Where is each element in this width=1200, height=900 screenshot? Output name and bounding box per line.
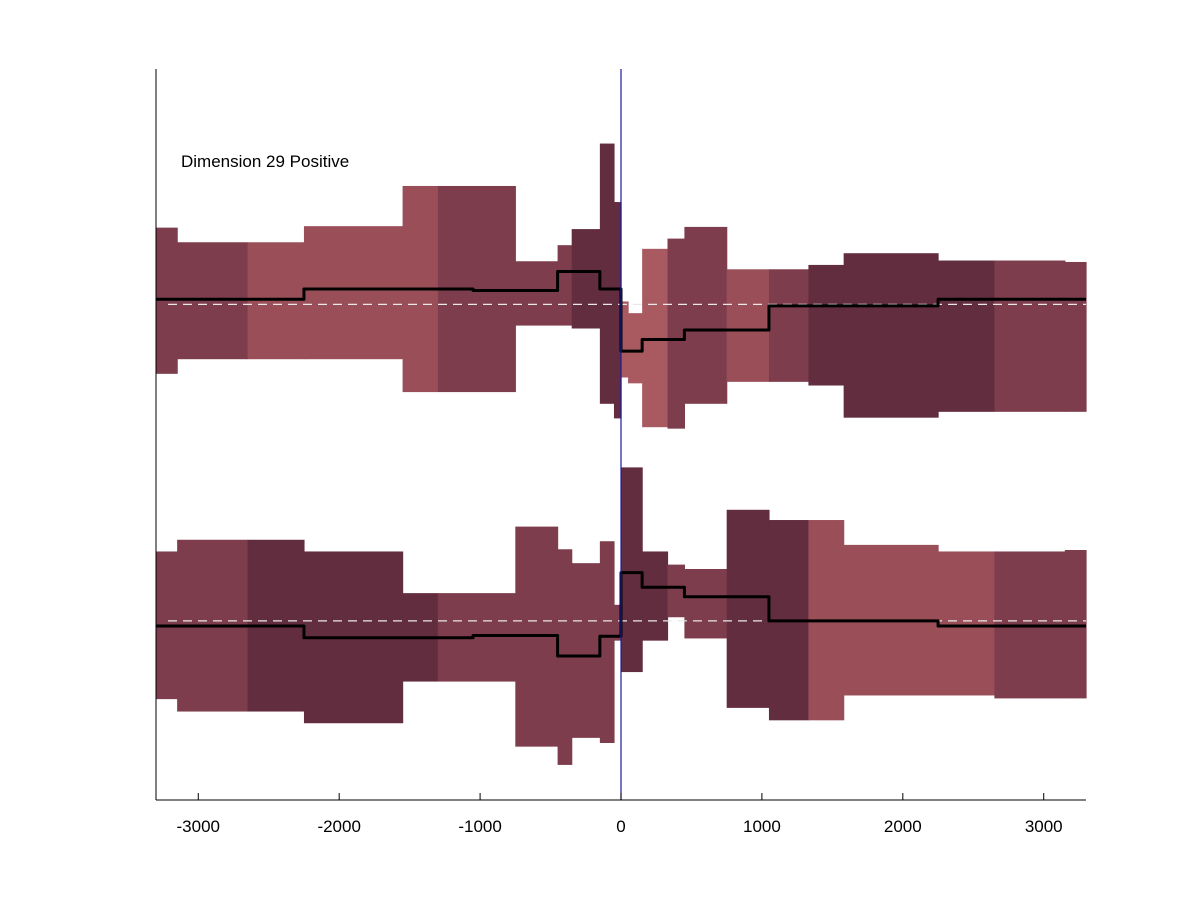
- lower-band-12: [642, 551, 669, 641]
- x-tick-label: -1000: [458, 817, 501, 836]
- x-tick-label: 0: [616, 817, 625, 836]
- upper-band-8: [571, 229, 601, 329]
- x-tick-label: 2000: [884, 817, 922, 836]
- upper-band-17: [768, 269, 809, 382]
- upper-band-15: [684, 226, 728, 404]
- chart-annotation: Dimension 29 Positive: [181, 152, 349, 171]
- lower-band-11: [621, 467, 643, 673]
- upper-band-9: [599, 143, 615, 404]
- x-tick-label: 3000: [1025, 817, 1063, 836]
- x-tick-label: -2000: [317, 817, 360, 836]
- upper-band-12: [628, 313, 643, 384]
- lower-band-9: [599, 541, 615, 743]
- upper-band-10: [613, 202, 622, 419]
- x-tick-label: -3000: [177, 817, 220, 836]
- upper-band-18: [808, 264, 845, 386]
- upper-band-11: [621, 301, 629, 378]
- axes: -3000 -2000 -1000 0 1000 2000 3000: [155, 69, 1086, 836]
- upper-band-16: [726, 269, 770, 382]
- plot-area: [156, 69, 1087, 800]
- lower-band-13: [667, 564, 686, 618]
- x-tick-label: 1000: [743, 817, 781, 836]
- lower-band-8: [571, 563, 601, 738]
- upper-band-20: [938, 260, 996, 412]
- upper-band-6: [515, 261, 559, 326]
- upper-band-3: [303, 226, 404, 360]
- upper-band-22: [1064, 261, 1087, 412]
- upper-band-14: [667, 238, 686, 429]
- lower-band-14: [684, 569, 728, 639]
- lower-band-15: [726, 509, 770, 708]
- lower-band-10: [613, 604, 622, 641]
- upper-band-7: [557, 245, 573, 326]
- upper-band-21: [994, 260, 1066, 412]
- lower-band-19: [938, 551, 996, 696]
- upper-band-19: [843, 253, 939, 418]
- lower-band-21: [1064, 550, 1087, 699]
